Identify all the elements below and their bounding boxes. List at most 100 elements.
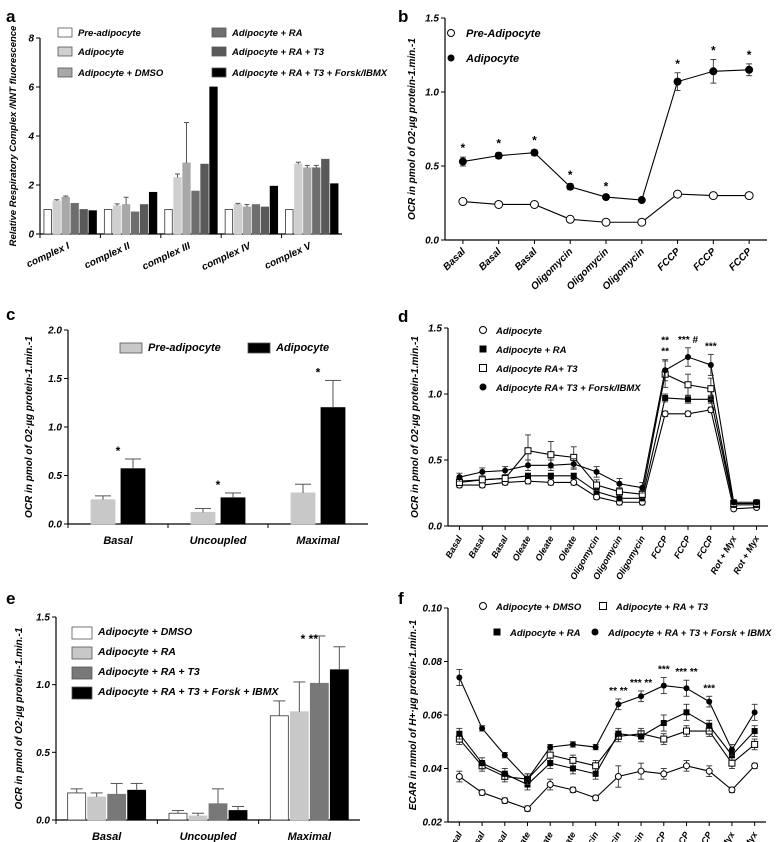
data-point <box>569 786 577 794</box>
legend-label: Adipocyte <box>77 47 125 58</box>
annotation: ** <box>661 347 669 358</box>
legend-marker <box>447 54 455 62</box>
annotation: * <box>532 134 537 148</box>
x-tick-label: complex I <box>25 241 72 271</box>
data-point <box>546 751 554 759</box>
legend-swatch <box>71 626 93 640</box>
y-tick-label: 0.5 <box>425 162 439 173</box>
annotation: * <box>747 48 752 62</box>
data-point <box>592 744 599 751</box>
data-point <box>602 193 610 202</box>
data-point <box>638 733 645 740</box>
y-tick-label: 1.0 <box>48 423 62 434</box>
y-tick-label: 0.0 <box>428 522 442 533</box>
data-point <box>638 693 645 700</box>
legend-marker <box>479 326 487 334</box>
x-tick-label: Basal <box>443 830 464 842</box>
x-tick-label: Basal <box>489 534 510 560</box>
annotation: *** # <box>678 335 698 346</box>
annotation: * <box>116 444 121 458</box>
legend-label: Adipocyte <box>465 53 519 65</box>
legend-marker <box>447 29 455 37</box>
y-axis-label: Relative Respiratory Complex /NNT fluore… <box>8 25 19 246</box>
y-tick-label: 2.0 <box>47 326 62 337</box>
data-point <box>478 476 486 484</box>
data-point <box>637 217 647 227</box>
x-tick-label: FCCP <box>649 533 670 560</box>
data-point <box>744 191 754 201</box>
x-tick-label: Maximal <box>288 831 332 842</box>
y-tick-label: 0.02 <box>423 818 443 829</box>
bar <box>112 205 122 235</box>
data-point <box>501 752 508 759</box>
legend-swatch <box>211 27 227 38</box>
data-point <box>570 460 577 467</box>
y-axis-label: OCR in pmol of O2·µg protein-1.min.-1 <box>14 627 25 809</box>
bar <box>208 803 228 821</box>
data-point <box>662 367 669 374</box>
legend-swatch <box>71 666 93 680</box>
annotation: * <box>711 43 716 57</box>
data-point <box>569 765 576 772</box>
bar <box>127 789 147 821</box>
legend-marker <box>479 364 487 372</box>
legend-label: Adipocyte + RA <box>509 628 581 639</box>
legend-label: Adipocyte + RA + T3 + Forsk + IBMX <box>97 686 279 698</box>
series-line <box>459 356 757 503</box>
legend-label: Adipocyte + DMSO <box>495 602 582 613</box>
bar <box>188 815 208 821</box>
data-point <box>592 770 599 777</box>
legend-label: Adipocyte + RA + T3 <box>97 666 200 678</box>
data-point <box>684 381 692 389</box>
bar <box>67 792 87 821</box>
panel-label-b: b <box>398 7 408 26</box>
x-tick-label: Basal <box>477 246 504 273</box>
y-axis-label: OCR in pmol of O2·µg protein-1.min.-1 <box>24 336 35 518</box>
bar <box>330 183 339 235</box>
bar <box>191 190 200 235</box>
y-tick-label: 0.5 <box>48 471 62 482</box>
y-tick-label: 1.0 <box>425 88 439 99</box>
x-tick-label: Basal <box>466 830 487 842</box>
bar <box>220 497 246 525</box>
x-tick-label: Oleate <box>555 830 577 842</box>
chart-panel-b: 0.0 0.5 1.0 1.5 OCR in pmol of O2·µg protein… <box>407 14 767 293</box>
data-point <box>753 499 760 506</box>
bar <box>285 209 294 235</box>
data-point <box>751 728 758 735</box>
data-point <box>494 151 503 160</box>
bar <box>329 669 349 821</box>
x-tick-label: Oleate <box>510 830 532 842</box>
series-line <box>459 765 756 810</box>
panel-label-c: c <box>6 305 15 324</box>
series-line <box>458 677 756 781</box>
annotation: *** <box>703 683 715 694</box>
legend-label: Pre-Adipocyte <box>466 28 541 40</box>
series-line <box>458 730 755 780</box>
data-point <box>524 776 531 783</box>
data-point <box>707 385 715 393</box>
legend-swatch <box>71 686 93 700</box>
x-tick-label: complex IV <box>200 240 254 273</box>
data-point <box>660 720 667 727</box>
bar <box>233 204 243 235</box>
legend-swatch <box>211 67 227 78</box>
legend-label: Adipocyte + RA + T3 <box>231 47 325 58</box>
data-point <box>709 67 718 76</box>
data-point <box>685 396 691 403</box>
bar <box>90 499 116 525</box>
data-point <box>593 468 600 475</box>
bar <box>260 206 270 235</box>
data-point <box>660 735 668 743</box>
bar <box>148 191 158 235</box>
bar <box>139 204 149 235</box>
data-point <box>685 354 691 361</box>
bar <box>312 167 321 235</box>
data-point <box>547 760 554 767</box>
bar <box>209 86 218 235</box>
y-tick-label: 0 <box>28 230 34 241</box>
annotation: * ** <box>301 632 319 646</box>
bar <box>164 209 173 235</box>
data-point <box>615 701 622 708</box>
legend-marker <box>599 602 607 610</box>
